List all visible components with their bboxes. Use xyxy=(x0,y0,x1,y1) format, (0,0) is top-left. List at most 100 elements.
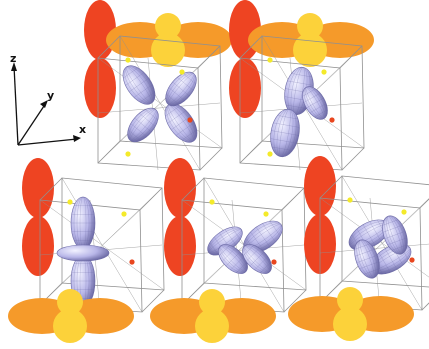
z-arrowhead xyxy=(11,62,17,71)
equatorial-lobe-cluster xyxy=(288,287,414,341)
cube-edge xyxy=(39,177,63,201)
d-orbital xyxy=(348,215,412,279)
cube-diagonal xyxy=(119,35,201,171)
mesh-parallel xyxy=(236,262,247,273)
yellow-ligand-dot xyxy=(347,197,353,203)
yellow-lobe-back xyxy=(337,287,363,313)
mesh-parallel xyxy=(183,73,196,85)
mesh-parallel xyxy=(139,113,156,127)
mesh-parallel xyxy=(254,256,269,271)
mesh-parallel xyxy=(209,242,219,255)
mesh-parallel xyxy=(165,105,181,117)
yellow-lobe-front xyxy=(333,307,367,341)
mesh-parallel xyxy=(271,146,293,151)
yellow-lobe-front xyxy=(293,33,327,67)
mesh-parallel xyxy=(181,129,197,141)
orbital-lobe xyxy=(122,65,156,105)
orbital-panel xyxy=(150,158,307,343)
mesh-parallel xyxy=(354,249,375,257)
mesh-parallel xyxy=(384,248,398,270)
mesh-parallel xyxy=(369,221,382,242)
mesh-parallel xyxy=(133,84,153,98)
red-ligand-dot xyxy=(409,257,415,263)
cube-wireframe xyxy=(97,35,223,171)
red-lobe-lower xyxy=(164,216,196,276)
mesh-parallel xyxy=(287,80,314,86)
mesh-parallel xyxy=(224,229,237,245)
mesh-parallel xyxy=(302,88,316,97)
yellow-lobe-back xyxy=(297,13,323,39)
cube-edge xyxy=(97,35,121,59)
cube-edge xyxy=(199,147,223,171)
mesh-parallel xyxy=(391,244,408,251)
cube-edge xyxy=(141,289,165,313)
red-lobe-lower xyxy=(22,216,54,276)
mesh-parallel xyxy=(128,129,141,141)
mesh-parallel xyxy=(362,224,376,246)
cube-edge xyxy=(239,35,263,59)
d-orbital xyxy=(122,65,198,143)
mesh-parallel xyxy=(249,251,265,267)
orbital-torus xyxy=(56,244,110,262)
mesh-parallel xyxy=(123,67,139,79)
cube-edge xyxy=(419,198,429,209)
orbital-panel xyxy=(84,0,232,171)
axial-red-lobes xyxy=(229,0,261,118)
orbital-panel xyxy=(8,158,165,343)
mesh-parallel xyxy=(260,262,271,273)
mesh-parallel xyxy=(273,122,300,128)
mesh-parallel xyxy=(177,77,194,91)
yellow-lobe-back xyxy=(199,289,225,315)
red-ligand-dot xyxy=(329,117,335,123)
mesh-parallel xyxy=(255,227,271,247)
orbital-lobe xyxy=(382,215,408,255)
mesh-parallel xyxy=(221,247,236,262)
mesh-parallel xyxy=(378,252,391,273)
mesh-parallel xyxy=(303,92,321,103)
yellow-ligand-dot xyxy=(179,69,185,75)
mesh-parallel xyxy=(306,97,324,109)
mesh-parallel xyxy=(262,223,276,243)
mesh-parallel xyxy=(269,221,281,237)
orbital-lobe xyxy=(218,244,248,274)
cube-edge xyxy=(181,177,205,201)
mesh-parallel xyxy=(175,122,195,136)
mesh-parallel xyxy=(356,255,378,263)
cube-wireframe xyxy=(319,175,429,311)
orbital-lobe xyxy=(70,196,96,250)
axis-triad: z y x xyxy=(10,52,86,146)
yellow-lobe-front xyxy=(53,309,87,343)
orbital-lobe xyxy=(242,244,272,274)
mesh-parallel xyxy=(309,103,327,114)
cube-diagonal xyxy=(341,175,423,311)
red-ligand-dot xyxy=(129,259,135,265)
d-orbital xyxy=(207,220,283,274)
equatorial-lobe-cluster xyxy=(106,13,232,67)
yellow-ligand-dot xyxy=(401,209,407,215)
cube-edge xyxy=(319,175,343,199)
mesh-parallel xyxy=(230,256,245,271)
mesh-parallel xyxy=(382,219,399,226)
red-lobe-upper xyxy=(164,158,196,218)
mesh-parallel xyxy=(231,227,241,240)
cube-diagonal xyxy=(97,102,221,114)
d-orbital xyxy=(270,66,328,158)
cube-edge xyxy=(341,147,365,171)
cube-diagonal xyxy=(61,177,143,313)
orbital-lobe xyxy=(164,103,198,143)
mesh-parallel xyxy=(291,73,313,78)
mesh-parallel xyxy=(359,261,380,269)
mesh-parallel xyxy=(168,87,185,101)
cube-edge xyxy=(283,289,307,313)
cube-diagonal xyxy=(181,187,305,306)
red-lobe-upper xyxy=(304,156,336,216)
mesh-parallel xyxy=(167,110,187,124)
y-axis-label: y xyxy=(47,89,54,102)
orbital-lobe xyxy=(354,239,380,279)
mesh-parallel xyxy=(134,117,152,133)
mesh-parallel xyxy=(129,77,149,93)
yellow-ligand-dot xyxy=(267,57,273,63)
mesh-parallel xyxy=(171,115,191,131)
mesh-parallel xyxy=(172,81,190,97)
